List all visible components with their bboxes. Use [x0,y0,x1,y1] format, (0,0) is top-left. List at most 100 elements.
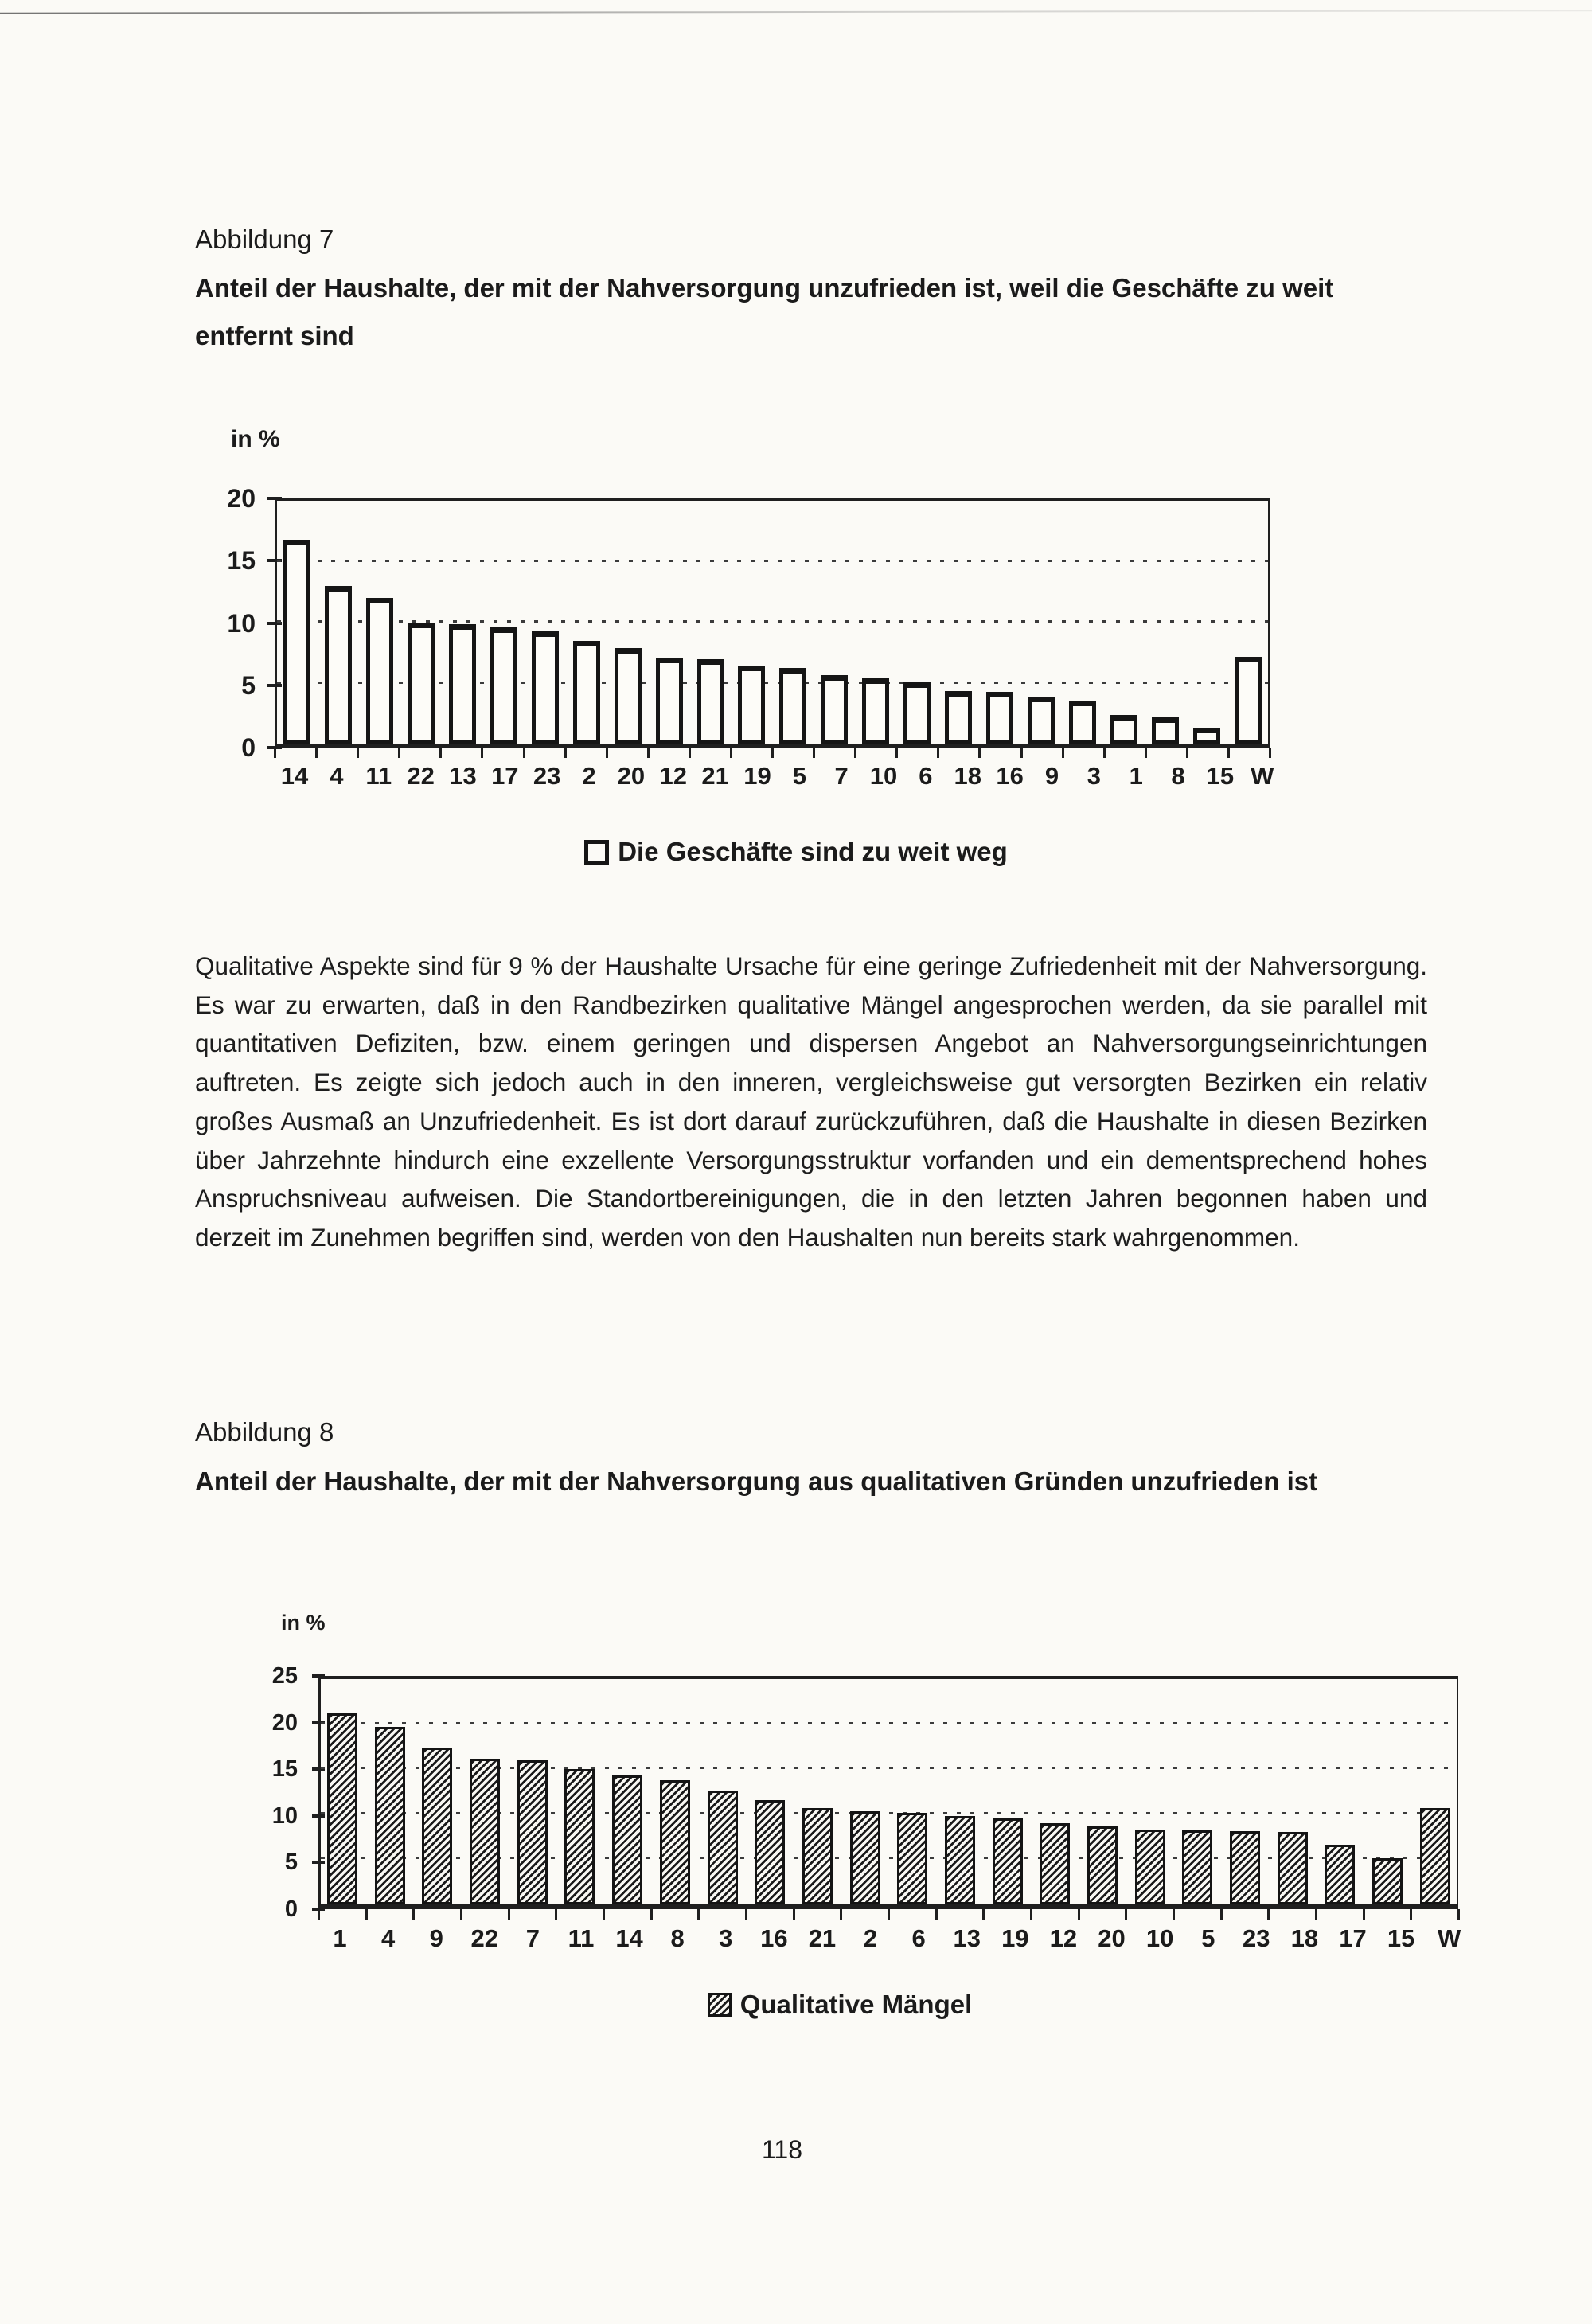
y-axis-tick-label: 15 [227,546,256,576]
x-axis-tick-mark [481,748,484,758]
figure8-title: Anteil der Haushalte, der mit der Nahver… [195,1467,1318,1496]
x-axis-label: 21 [701,762,729,790]
legend-entry: Qualitative Mängel [707,1990,973,2020]
x-axis-tick-mark [650,1909,653,1920]
y-axis-tick-label: 25 [271,1663,298,1689]
bar-district-3 [707,1791,738,1904]
x-axis-tick-mark [771,748,774,758]
x-axis-label: 17 [491,762,519,790]
page-number: 118 [761,2135,802,2164]
bar-district-3 [1069,700,1097,744]
x-axis-tick-mark [1362,1909,1365,1920]
x-axis-tick-mark [365,1909,368,1920]
bar-district-7 [517,1760,548,1904]
x-axis-label: 3 [719,1924,733,1952]
x-axis-label: 11 [365,762,392,790]
x-axis-tick-mark [697,1909,700,1920]
bar-district-6 [903,682,931,744]
x-axis-tick-mark [1267,1909,1270,1920]
x-axis-label: 16 [760,1924,788,1952]
bar-district-17 [490,627,517,744]
bar-district-4 [374,1727,405,1904]
x-axis-label: 1 [333,1924,347,1952]
x-axis-tick-mark [978,748,981,758]
bar-district-5 [779,667,807,744]
x-axis-labels: 1 4 9 22 7 11 14 8 3 16 21 2 6 13 19 12 20 10 5 23 18 17 15 W [318,1924,1471,1953]
bar-district-11 [365,598,393,744]
x-axis-tick-mark [1020,748,1023,758]
x-axis-tick-mark [792,1909,795,1920]
x-axis-label: 14 [615,1924,643,1952]
x-axis-label: 10 [869,762,898,790]
x-axis-tick-mark [745,1909,747,1920]
x-axis-label: 20 [1098,1924,1126,1952]
x-axis-tick-mark [1457,1909,1460,1920]
legend-label: Qualitative Mängel [739,1990,973,2019]
x-axis-label: 6 [911,1924,926,1952]
bar-district-15 [1192,727,1220,744]
x-axis-tick-marks [274,748,1271,758]
x-axis-tick-mark [555,1909,558,1920]
bar-district-1 [1110,715,1138,744]
x-axis-label: 15 [1387,1924,1415,1952]
x-axis-label: 3 [1087,762,1101,790]
bar-district-14 [283,539,310,744]
bar-district-2 [572,640,600,744]
x-axis-label: 15 [1206,762,1235,790]
x-axis-label: 22 [407,762,435,790]
gridline [321,1767,1457,1770]
x-axis-label: 13 [449,762,477,790]
scan-artifact-line [0,10,1592,14]
y-axis-unit-label: in % [231,426,280,452]
y-axis-tick-label: 10 [227,608,256,638]
bar-district-9 [1028,697,1055,744]
x-axis-tick-mark [1315,1909,1317,1920]
x-axis-tick-mark [1173,1909,1175,1920]
y-axis-tick-label: 10 [271,1803,298,1829]
x-axis-tick-marks [318,1909,1460,1920]
x-axis-label: 17 [1339,1924,1367,1952]
bar-district-12 [1040,1823,1071,1904]
x-axis-tick-mark [854,748,857,758]
x-axis-label: 19 [743,762,771,790]
x-axis-tick-mark [1219,1909,1223,1920]
x-axis-tick-mark [1077,1909,1080,1920]
x-axis-tick-mark [1030,1909,1032,1920]
bar-district-17 [1325,1845,1356,1904]
x-axis-tick-mark [439,748,443,758]
figure7-legend: Die Geschäfte sind zu weit weg [0,837,1592,867]
x-axis-label: W [1251,762,1274,790]
body-paragraph: Qualitative Aspekte sind für 9 % der Hau… [195,951,1427,1252]
bar-series [321,1679,1457,1904]
bar-district-12 [655,658,683,744]
x-axis-tick-mark [937,748,940,758]
x-axis-tick-mark [357,748,360,758]
y-axis-tick-label: 5 [241,670,256,700]
hatched-square-icon [707,1993,732,2017]
x-axis-label: 11 [568,1924,595,1952]
x-axis-label: 7 [834,762,849,790]
x-axis-tick-mark [1144,748,1147,758]
bar-district-10 [1134,1830,1165,1904]
bar-district-5 [1182,1830,1213,1904]
gridline [321,1857,1457,1860]
x-axis-tick-mark [1185,748,1188,758]
x-axis-tick-mark [1102,748,1106,758]
plot-area [318,1676,1458,1909]
gridline [321,1811,1457,1814]
gridline [277,620,1268,623]
bar-series [277,501,1268,744]
legend-label: Die Geschäfte sind zu weit weg [618,837,1008,866]
x-axis-tick-mark [318,1909,320,1920]
bar-district-23 [531,631,559,744]
bar-district-21 [802,1807,833,1904]
bar-district-16 [755,1799,786,1904]
x-axis-tick-mark [646,748,650,758]
x-axis-label: 23 [1243,1924,1270,1952]
y-axis: 0 5 10 15 20 [195,485,282,761]
bar-district-W [1234,656,1262,744]
x-axis-tick-mark [729,748,732,758]
x-axis-tick-mark [982,1909,985,1920]
y-axis: 0 5 10 15 20 25 [195,1663,325,1922]
x-axis-label: 13 [953,1924,981,1952]
